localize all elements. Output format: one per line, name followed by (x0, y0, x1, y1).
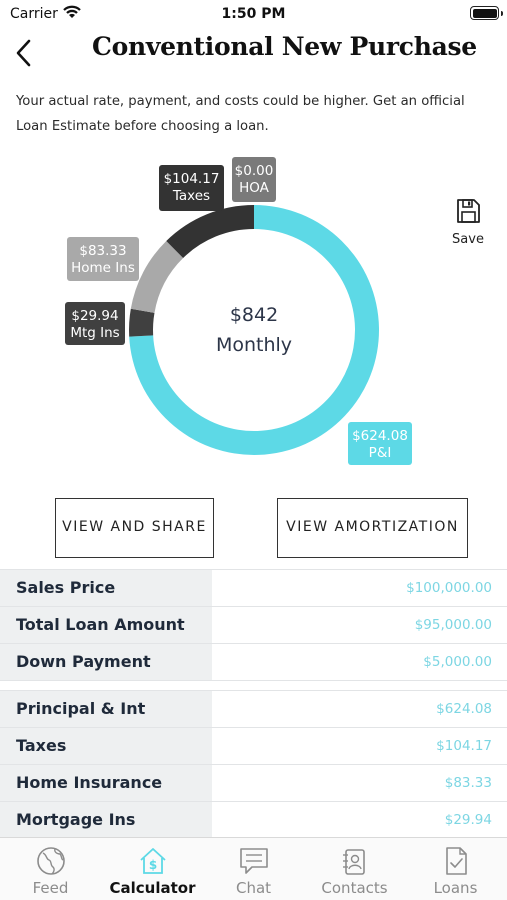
callout-box (65, 302, 125, 345)
table-row: Home Insurance $83.33 (0, 764, 507, 801)
loan-details-table: Sales Price $100,000.00 Total Loan Amoun… (0, 569, 507, 838)
tab-bar: Feed $ Calculator Chat Contacts (0, 837, 507, 900)
tab-label: Loans (433, 879, 478, 897)
callout-value: $83.33 (79, 243, 126, 259)
callout-p-i: $624.08P&I (348, 422, 412, 465)
callout-value: $624.08 (352, 428, 408, 444)
section-divider (0, 680, 507, 690)
callout-value: $29.94 (71, 308, 118, 324)
battery-icon (470, 6, 503, 20)
row-label: Down Payment (0, 644, 212, 680)
callout-value: $0.00 (235, 163, 274, 179)
wifi-icon (63, 5, 81, 18)
view-and-share-button[interactable]: VIEW AND SHARE (55, 498, 214, 558)
callout-box (348, 422, 412, 465)
svg-text:$: $ (148, 858, 156, 872)
table-row: Taxes $104.17 (0, 727, 507, 764)
row-label: Total Loan Amount (0, 607, 212, 643)
clock: 1:50 PM (221, 6, 286, 22)
tab-label: Feed (32, 879, 69, 897)
callout-name: Taxes (172, 188, 210, 204)
document-check-icon (445, 847, 467, 875)
row-label: Principal & Int (0, 691, 212, 727)
chat-bubble-icon (239, 848, 268, 874)
callout-box (67, 237, 139, 281)
row-value: $95,000.00 (414, 617, 492, 633)
donut-slice-home-ins (130, 240, 184, 313)
floppy-disk-icon (457, 199, 480, 223)
table-row: Sales Price $100,000.00 (0, 569, 507, 606)
row-value: $104.17 (436, 738, 492, 754)
donut-slice-taxes (166, 205, 254, 259)
save-label: Save (452, 232, 484, 247)
chart-center-label: Monthly (216, 334, 292, 356)
calculator-house-icon: $ (139, 848, 166, 874)
row-value: $624.08 (436, 701, 492, 717)
tab-feed[interactable]: Feed (0, 838, 101, 900)
chevron-left-icon[interactable] (12, 36, 36, 70)
tab-label: Chat (235, 879, 272, 897)
disclaimer-text: Your actual rate, payment, and costs cou… (16, 94, 465, 134)
row-label: Sales Price (0, 570, 212, 606)
callout-name: HOA (239, 180, 270, 196)
contacts-icon (342, 849, 365, 875)
callout-box (232, 157, 276, 202)
tab-loans[interactable]: Loans (405, 838, 506, 900)
callout-name: Home Ins (71, 260, 135, 276)
callout-name: Mtg Ins (70, 325, 119, 341)
row-value: $100,000.00 (406, 580, 492, 596)
row-label: Home Insurance (0, 765, 212, 801)
table-row: Mortgage Ins $29.94 (0, 801, 507, 838)
payment-breakdown-chart: $842 Monthly $624.08 P&I $29.94 Mtg Ins $83.… (0, 150, 507, 480)
status-bar: Carrier 1:50 PM (0, 0, 507, 28)
table-row: Principal & Int $624.08 (0, 690, 507, 727)
save-button[interactable]: Save (448, 198, 488, 252)
row-label: Taxes (0, 728, 212, 764)
page-title: Conventional New Purchase (92, 32, 477, 61)
tab-contacts[interactable]: Contacts (304, 838, 405, 900)
donut-slice-mtg-ins (129, 308, 155, 337)
row-value: $29.94 (444, 812, 492, 828)
callout-value: $104.17 (164, 171, 220, 187)
globe-icon (36, 847, 65, 875)
row-value: $5,000.00 (423, 654, 492, 670)
tab-label: Contacts (321, 879, 388, 897)
view-amortization-button[interactable]: VIEW AMORTIZATION (277, 498, 468, 558)
tab-label: Calculator (109, 879, 196, 897)
table-row: Total Loan Amount $95,000.00 (0, 606, 507, 643)
row-label: Mortgage Ins (0, 802, 212, 838)
table-row: Down Payment $5,000.00 (0, 643, 507, 680)
tab-chat[interactable]: Chat (203, 838, 304, 900)
callout-name: P&I (369, 445, 392, 461)
chart-center-value: $842 (230, 304, 278, 326)
callout-box (159, 165, 224, 211)
row-value: $83.33 (444, 775, 492, 791)
tab-calculator[interactable]: $ Calculator (102, 838, 203, 900)
carrier-label: Carrier (10, 6, 58, 22)
